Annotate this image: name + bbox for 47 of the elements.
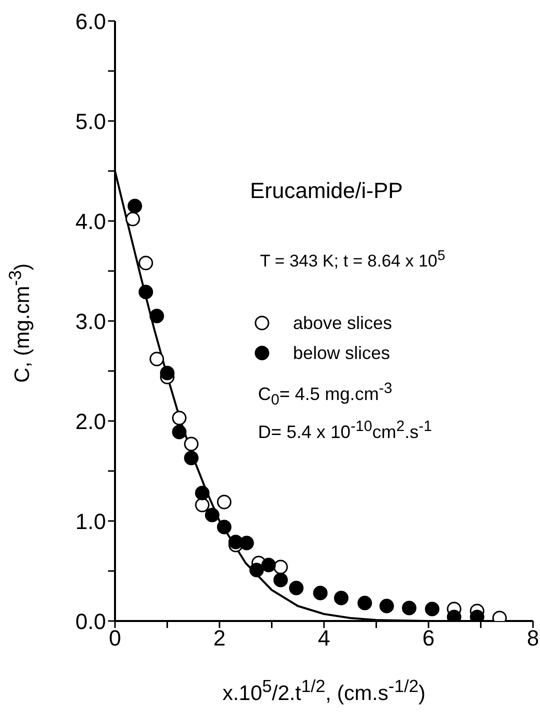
point	[172, 424, 187, 440]
point	[273, 572, 288, 588]
x-tick-label: 0	[108, 626, 122, 651]
y-tick-label: 6.0	[75, 8, 106, 34]
point	[160, 366, 174, 380]
x-tick-label: 8	[526, 626, 540, 651]
point	[261, 558, 276, 572]
y-tick-label: 0.0	[75, 608, 106, 634]
point	[216, 494, 232, 510]
y-tick-label: 2.0	[75, 408, 106, 434]
point	[126, 212, 140, 226]
annotation: T = 343 K; t = 8.64 x 10$^{5}$	[260, 248, 446, 272]
point	[138, 284, 154, 300]
y-tick-label: 3.0	[75, 308, 106, 334]
point	[184, 450, 199, 466]
point	[334, 590, 348, 606]
point	[172, 410, 187, 426]
legend-label: below slices	[293, 342, 390, 364]
y-tick-label: 1.0	[75, 508, 106, 534]
point	[249, 562, 264, 578]
point	[150, 352, 164, 366]
point	[358, 596, 372, 610]
point	[138, 256, 154, 270]
x-tick-label: 2	[213, 626, 226, 651]
x-axis-title: x.10$^{5}$/2.t$^{1/2}$, (cm.s$^{-1/2}$)	[221, 676, 427, 706]
point	[128, 198, 142, 214]
point	[195, 486, 210, 500]
point	[313, 586, 328, 600]
point	[150, 308, 164, 324]
point	[424, 602, 440, 616]
point	[379, 598, 394, 614]
point	[184, 436, 199, 452]
point	[195, 498, 210, 512]
x-tick-label: 6	[422, 626, 435, 651]
x-tick-label: 4	[318, 626, 330, 651]
point	[289, 580, 304, 596]
annotation: D= 5.4 x 10$^{-10}$cm$^{2}$.s$^{-1}$	[258, 418, 432, 443]
y-tick-label: 5.0	[75, 108, 106, 134]
point	[216, 520, 232, 534]
point	[402, 600, 416, 616]
point	[239, 536, 254, 550]
point	[273, 560, 288, 574]
annotation: C$_{0}$= 4.5 mg.cm$^{-3}$	[258, 380, 392, 409]
y-tick-label: 4.0	[75, 208, 106, 234]
legend-label: above slices	[293, 312, 392, 334]
annotation: Erucamide/i-PP	[250, 178, 403, 204]
point	[204, 508, 220, 522]
